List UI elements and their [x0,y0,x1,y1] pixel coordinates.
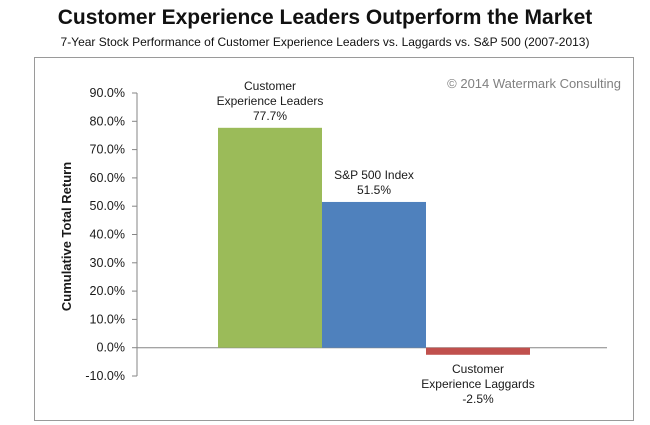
chart-title: Customer Experience Leaders Outperform t… [57,6,593,29]
y-tick-label: 70.0% [90,143,125,157]
copyright-annotation: © 2014 Watermark Consulting [447,76,621,91]
y-tick-label: 0.0% [97,341,126,355]
y-tick-label: 40.0% [90,228,125,242]
y-tick-label: 90.0% [90,86,125,100]
chart-subtitle: 7-Year Stock Performance of Customer Exp… [60,35,590,49]
bar-1 [218,127,322,348]
data-label: 51.5% [357,183,391,197]
bar-3 [426,347,530,355]
category-label: Customer [244,79,296,93]
data-label: -2.5% [462,392,494,406]
y-tick-label: 60.0% [90,171,125,185]
data-label: 77.7% [253,109,287,123]
category-label: Experience Laggards [421,377,534,391]
bar-2 [322,201,426,348]
category-label: S&P 500 Index [334,168,414,182]
chart-frame [34,57,634,421]
y-tick-label: -10.0% [85,369,125,383]
y-tick-label: 20.0% [90,284,125,298]
y-tick-label: 50.0% [90,199,125,213]
category-label: Experience Leaders [217,94,324,108]
y-axis-label: Cumulative Total Return [59,162,74,311]
y-tick-label: 30.0% [90,256,125,270]
category-label: Customer [452,362,504,376]
y-tick-label: 80.0% [90,114,125,128]
y-tick-label: 10.0% [90,312,125,326]
